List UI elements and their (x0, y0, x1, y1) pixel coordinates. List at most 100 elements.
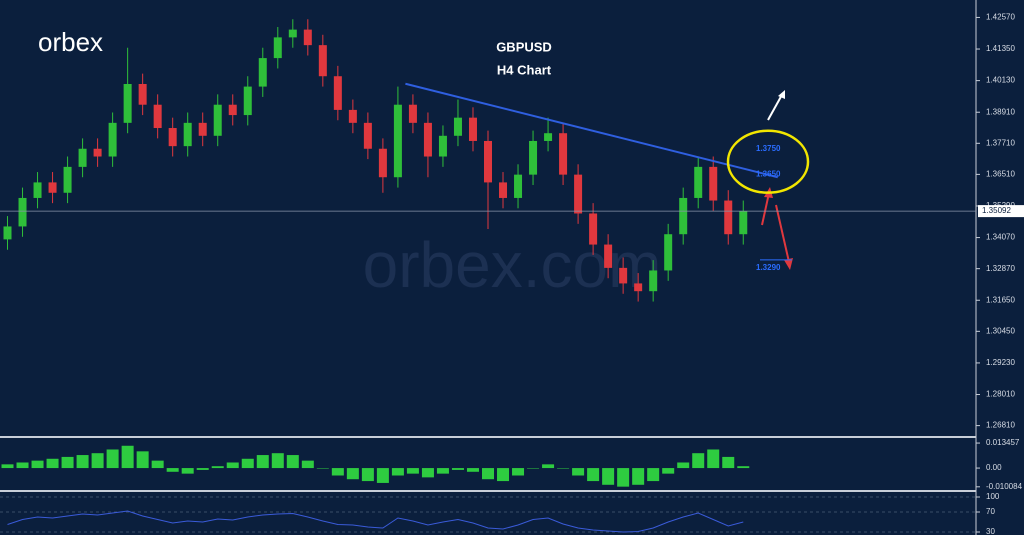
candle-body (153, 104, 162, 129)
candle-body (33, 182, 42, 198)
y-tick-label: 70 (986, 507, 995, 516)
histogram-bar (707, 449, 720, 469)
histogram-bar (346, 468, 359, 480)
y-tick-label: 1.32870 (986, 264, 1015, 273)
histogram-bar (647, 468, 660, 482)
candle-body (3, 226, 12, 240)
arrow-up-white (767, 92, 784, 121)
candle-body (484, 140, 492, 183)
arrow-up-red (761, 192, 770, 226)
histogram-bar (181, 468, 194, 474)
candle-body (619, 267, 628, 284)
level-label: 1.3290 (756, 263, 781, 272)
last-price-label: 1.35092 (982, 206, 1011, 215)
histogram-bar (632, 468, 645, 485)
candle-body (649, 270, 658, 292)
histogram-bar (361, 468, 374, 482)
candle-body (709, 166, 718, 201)
candle-body (438, 135, 447, 157)
y-tick-label: 1.31650 (986, 295, 1015, 304)
histogram-bar (436, 468, 449, 474)
y-tick-label: 1.29230 (986, 358, 1015, 367)
histogram-bar (722, 456, 735, 469)
candle-body (123, 83, 132, 123)
candle-body (168, 128, 177, 147)
histogram-bar (256, 455, 269, 469)
histogram-bar (376, 468, 389, 483)
candle-body (63, 166, 72, 193)
candle-body (273, 37, 282, 59)
y-tick-label: -0.010084 (986, 482, 1023, 491)
histogram-bar (31, 460, 44, 469)
histogram-bar (46, 458, 59, 469)
y-tick-label: 1.40130 (986, 76, 1015, 85)
histogram-bar (421, 468, 434, 478)
histogram-bar (196, 468, 209, 470)
histogram-bar (451, 468, 464, 470)
candle-body (574, 174, 583, 214)
candle-body (333, 76, 342, 110)
candle-body (48, 182, 57, 193)
histogram-bar (602, 468, 615, 485)
histogram-bar (1, 464, 14, 469)
chart-title: GBPUSD (496, 39, 552, 54)
candle-body (393, 104, 402, 178)
histogram-bar (61, 456, 74, 469)
histogram-bar (151, 460, 164, 469)
histogram-bar (271, 453, 284, 469)
histogram-bar (316, 468, 329, 469)
candle-body (243, 86, 252, 116)
histogram-bar (587, 468, 600, 482)
arrow-head (784, 258, 793, 270)
level-label: 1.3750 (756, 144, 781, 153)
histogram-bar (16, 462, 29, 469)
y-tick-label: 1.34070 (986, 233, 1015, 242)
candle-body (303, 29, 312, 46)
candle-body (664, 234, 673, 271)
histogram-bar (391, 468, 404, 476)
candle-body (213, 104, 222, 136)
arrow-head (778, 90, 785, 99)
y-tick-label: 0.00 (986, 463, 1002, 472)
histogram-bar (241, 458, 254, 469)
histogram-bar (662, 468, 675, 474)
candle-body (468, 117, 477, 141)
histogram-bar (482, 468, 494, 480)
histogram-bar (677, 462, 690, 469)
candle-body (288, 29, 297, 38)
candle-body (363, 122, 372, 149)
candle-body (634, 283, 643, 292)
candle-body (348, 109, 357, 123)
candle-body (408, 104, 417, 123)
histogram-bar (542, 464, 555, 469)
candle-body (198, 122, 207, 136)
candle-body (93, 148, 102, 157)
histogram-bar (136, 451, 149, 469)
candle-body (378, 148, 387, 178)
logo: orbex (38, 27, 103, 57)
candle-body (258, 58, 267, 87)
histogram-bar (121, 445, 134, 469)
trendline (405, 82, 779, 179)
candle-body (108, 122, 117, 157)
y-tick-label: 1.38910 (986, 107, 1015, 116)
candle-body (679, 197, 688, 235)
histogram-bar (331, 468, 344, 476)
histogram-bar (497, 468, 510, 482)
last-price-box (978, 205, 1024, 218)
chart-subtitle: H4 Chart (497, 62, 552, 77)
y-tick-label: 30 (986, 527, 995, 535)
histogram-bar (617, 468, 630, 487)
y-tick-label: 100 (986, 492, 1000, 501)
histogram-bar (76, 455, 89, 469)
candle-body (18, 197, 27, 227)
histogram-bar (557, 468, 570, 469)
histogram-bar (466, 468, 479, 472)
candle-body (183, 122, 192, 147)
candle-body (694, 166, 703, 198)
histogram-bar (737, 466, 750, 469)
y-tick-label: 1.26810 (986, 421, 1015, 430)
watermark: orbex.com (363, 229, 662, 301)
candle-body (78, 148, 87, 167)
